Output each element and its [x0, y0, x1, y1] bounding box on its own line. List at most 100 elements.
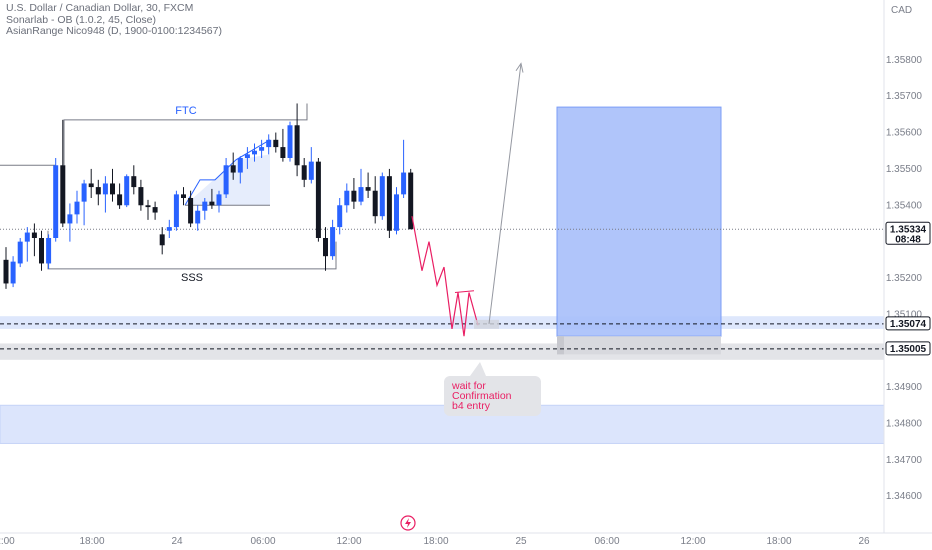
candle-body — [152, 207, 158, 213]
price-tick-label: 1.35500 — [886, 164, 923, 175]
order-block-zone-lower — [0, 404, 885, 444]
price-tag-time: 08:48 — [895, 234, 921, 245]
candle-body — [230, 165, 236, 173]
candle-body — [24, 232, 30, 242]
price-axis[interactable]: 1.35800 1.35700 1.35600 1.35500 1.35400 1.353… — [883, 0, 931, 533]
time-tick-label: 18:00 — [766, 536, 791, 547]
candle-body — [81, 183, 87, 202]
entry-marker — [474, 319, 499, 329]
indicator-sonarlab[interactable]: Sonarlab - OB (1.0.2, 45, Close) — [6, 13, 156, 26]
candle-body — [31, 232, 37, 238]
candle-body — [408, 172, 414, 230]
price-tick-label: 1.35100 — [886, 309, 923, 320]
candle-body — [53, 165, 59, 238]
indicator-asianrange[interactable]: AsianRange Nico948 (D, 1900-0100:1234567… — [6, 25, 222, 37]
candle-body — [10, 261, 16, 284]
candle-body — [280, 147, 286, 158]
candle-body — [195, 210, 201, 224]
price-tick-label: 1.35400 — [886, 200, 923, 211]
candle-body — [145, 205, 151, 208]
candle-body — [124, 176, 130, 206]
candle-body — [294, 125, 300, 166]
candle-body — [117, 194, 123, 206]
candle-body — [74, 201, 80, 215]
zones-layer — [0, 106, 885, 444]
time-tick-label: 2:00 — [0, 536, 15, 547]
candle-body — [88, 183, 94, 188]
time-tick-label: 06:00 — [250, 536, 275, 547]
price-tick-label: 1.35600 — [886, 128, 923, 139]
time-axis[interactable]: 2:00 18:00 24 06:00 12:00 18:00 25 06:00 12:00 18… — [0, 515, 932, 547]
candle-body — [386, 176, 392, 231]
time-tick-label: 18:00 — [423, 536, 448, 547]
candle-body — [46, 238, 52, 264]
candle-body — [351, 190, 357, 202]
price-tick-label: 1.35700 — [886, 91, 923, 102]
note-line-1: Confirmation — [452, 390, 512, 402]
candle-body — [273, 139, 279, 148]
time-tick-label: 24 — [171, 536, 183, 547]
candle-body — [181, 194, 186, 198]
stop-box — [557, 336, 721, 355]
sss-label: SSS — [181, 272, 203, 284]
price-tick-label: 1.34800 — [886, 418, 923, 429]
candle-body — [131, 176, 137, 188]
candle-body — [110, 183, 115, 195]
candle-body — [330, 227, 336, 257]
price-tick-label: 1.34900 — [886, 382, 923, 393]
price-tick-label: 1.34600 — [886, 491, 923, 502]
price-tag-value-0: 1.35334 — [890, 224, 927, 235]
candle-body — [202, 201, 208, 211]
candle-body — [216, 194, 222, 206]
candle-body — [237, 158, 243, 173]
stop-box-handle — [557, 336, 564, 355]
price-tag-0 — [885, 221, 931, 245]
price-tick-label: 1.34700 — [886, 455, 923, 466]
order-block-zone — [0, 316, 884, 329]
target-arrow-head — [515, 62, 524, 73]
candle-body — [365, 187, 371, 191]
candle-body — [102, 183, 108, 195]
note-box — [444, 376, 541, 416]
price-tag-2 — [885, 341, 931, 356]
candle-body — [173, 194, 179, 228]
lightning-glyph — [405, 518, 411, 528]
projection-path — [411, 216, 479, 337]
candle-body — [60, 165, 66, 224]
candle-body — [315, 161, 321, 238]
time-tick-label: 12:00 — [336, 536, 361, 547]
currency-label: CAD — [891, 5, 913, 16]
candle-body — [337, 205, 343, 228]
target-box — [556, 106, 722, 337]
candle-body — [159, 234, 165, 246]
target-arrow — [488, 63, 522, 324]
price-tick-label: 1.35200 — [886, 273, 923, 284]
lightning-icon — [400, 515, 416, 531]
candle-body — [379, 176, 385, 217]
time-tick-label: 25 — [515, 536, 527, 547]
candle-body — [266, 139, 272, 148]
candle-body — [344, 190, 350, 206]
candle-body — [244, 154, 250, 158]
symbol-title[interactable]: U.S. Dollar / Canadian Dollar, 30, FXCM — [6, 2, 194, 14]
candle-body — [67, 214, 73, 224]
note-pointer — [470, 362, 486, 376]
candle-body — [138, 187, 144, 206]
chart-legend: U.S. Dollar / Canadian Dollar, 30, FXCM … — [6, 2, 222, 38]
candle-body — [308, 161, 314, 180]
time-tick-label: 26 — [858, 536, 870, 547]
ftc-label: FTC — [175, 105, 196, 117]
candle-body — [166, 227, 172, 231]
candle-body — [372, 190, 378, 217]
time-tick-label: 18:00 — [79, 536, 104, 547]
asian-range-zone — [0, 343, 884, 360]
time-tick-label: 12:00 — [680, 536, 705, 547]
candles-layer — [3, 103, 414, 289]
price-tag-value-2: 1.35005 — [890, 344, 927, 355]
candle-body — [39, 238, 44, 264]
price-tick-label: 1.35800 — [886, 55, 923, 66]
candle-body — [3, 259, 9, 284]
ftc-bracket — [0, 103, 308, 166]
